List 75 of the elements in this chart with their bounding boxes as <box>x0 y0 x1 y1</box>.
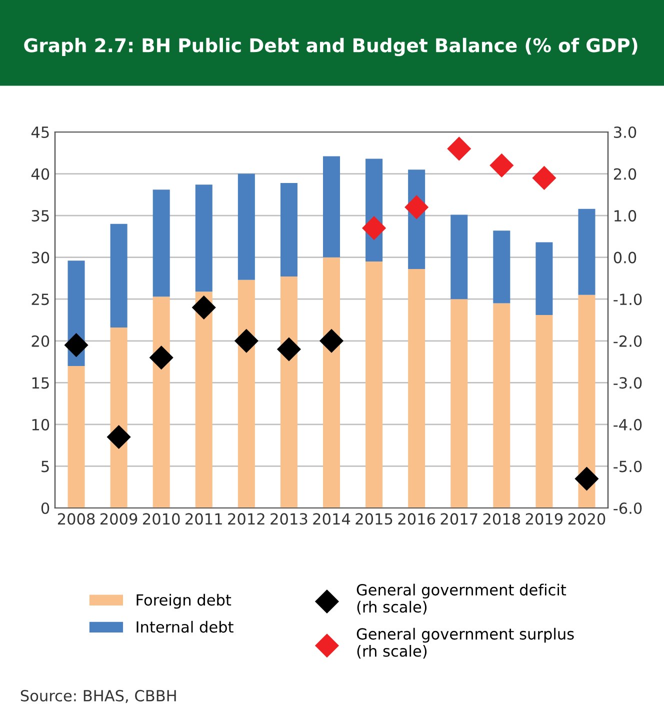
bar <box>195 184 212 292</box>
point <box>490 153 514 178</box>
bar <box>195 292 212 508</box>
bar <box>450 214 468 300</box>
point <box>447 136 472 161</box>
y2-tick-label: -6.0 <box>614 502 642 514</box>
point <box>149 346 174 370</box>
y2-tick-label: -3.0 <box>614 377 642 389</box>
y-tick-label: 45 <box>31 126 49 138</box>
point <box>362 216 386 240</box>
point <box>574 466 599 491</box>
x-tick-label: 2008 <box>58 513 95 525</box>
bar <box>152 296 170 508</box>
bar <box>238 174 255 280</box>
x-tick-label: 2013 <box>270 513 308 525</box>
point <box>319 328 344 353</box>
bar <box>280 182 298 277</box>
y-tick-label: 15 <box>32 377 49 389</box>
bar <box>110 328 128 508</box>
point <box>404 195 429 220</box>
x-tick-label: 2017 <box>440 513 478 525</box>
point <box>192 295 216 320</box>
y-tick-label: 40 <box>31 168 50 180</box>
bar <box>578 208 596 295</box>
y2-tick-label: 1.0 <box>614 210 636 222</box>
x-tick-label: 2010 <box>143 513 180 525</box>
x-tick-label: 2018 <box>483 513 520 525</box>
x-tick-label: 2020 <box>568 513 606 525</box>
y-tick-label: 5 <box>42 460 49 472</box>
bar <box>238 280 255 508</box>
y-tick-label: 10 <box>32 418 50 430</box>
bar <box>280 276 298 508</box>
y2-tick-label: -1.0 <box>614 294 642 306</box>
bar <box>536 314 553 508</box>
y2-tick-label: -4.0 <box>614 418 642 430</box>
point <box>234 328 258 353</box>
x-tick-label: 2019 <box>526 513 563 525</box>
bar <box>493 303 510 508</box>
bar <box>322 156 340 258</box>
y2-tick-label: 0.0 <box>614 252 636 264</box>
legend-label: Foreign debt <box>136 594 232 609</box>
bar <box>408 269 426 508</box>
x-tick-label: 2014 <box>313 513 350 525</box>
legend-label: General government deficit (rh scale) <box>356 584 566 614</box>
point <box>106 424 131 450</box>
bar <box>110 224 128 328</box>
y-tick-label: 20 <box>32 335 50 347</box>
y2-tick-label: -2.0 <box>614 335 642 347</box>
y-tick-label: 0 <box>41 502 50 514</box>
bar <box>536 242 553 315</box>
y-tick-label: 35 <box>32 210 49 222</box>
bar <box>450 299 468 508</box>
bar <box>152 190 170 297</box>
y2-tick-label: -5.0 <box>614 460 642 472</box>
legend-label: General government surplus (rh scale) <box>356 628 574 659</box>
bar <box>578 294 596 508</box>
y2-tick-label: 3.0 <box>614 126 636 138</box>
y2-tick-label: 2.0 <box>614 168 636 180</box>
x-tick-label: 2012 <box>228 513 264 525</box>
bar <box>68 366 85 508</box>
point <box>64 333 88 358</box>
source-note: Source: BHAS, CBBH <box>20 690 176 704</box>
point <box>532 166 556 190</box>
x-tick-label: 2009 <box>100 513 138 525</box>
legend-label: Internal debt <box>136 620 234 633</box>
chart-title: Graph 2.7: BH Public Debt and Budget Balance (% of GDP) <box>24 38 638 56</box>
x-tick-label: 2011 <box>186 513 222 525</box>
x-tick-label: 2015 <box>356 513 392 525</box>
bar <box>366 262 383 508</box>
bar <box>493 230 510 304</box>
bar <box>322 257 340 508</box>
y-tick-label: 30 <box>32 252 50 264</box>
point <box>276 337 301 362</box>
y-tick-label: 25 <box>32 294 49 306</box>
x-tick-label: 2016 <box>398 513 436 525</box>
